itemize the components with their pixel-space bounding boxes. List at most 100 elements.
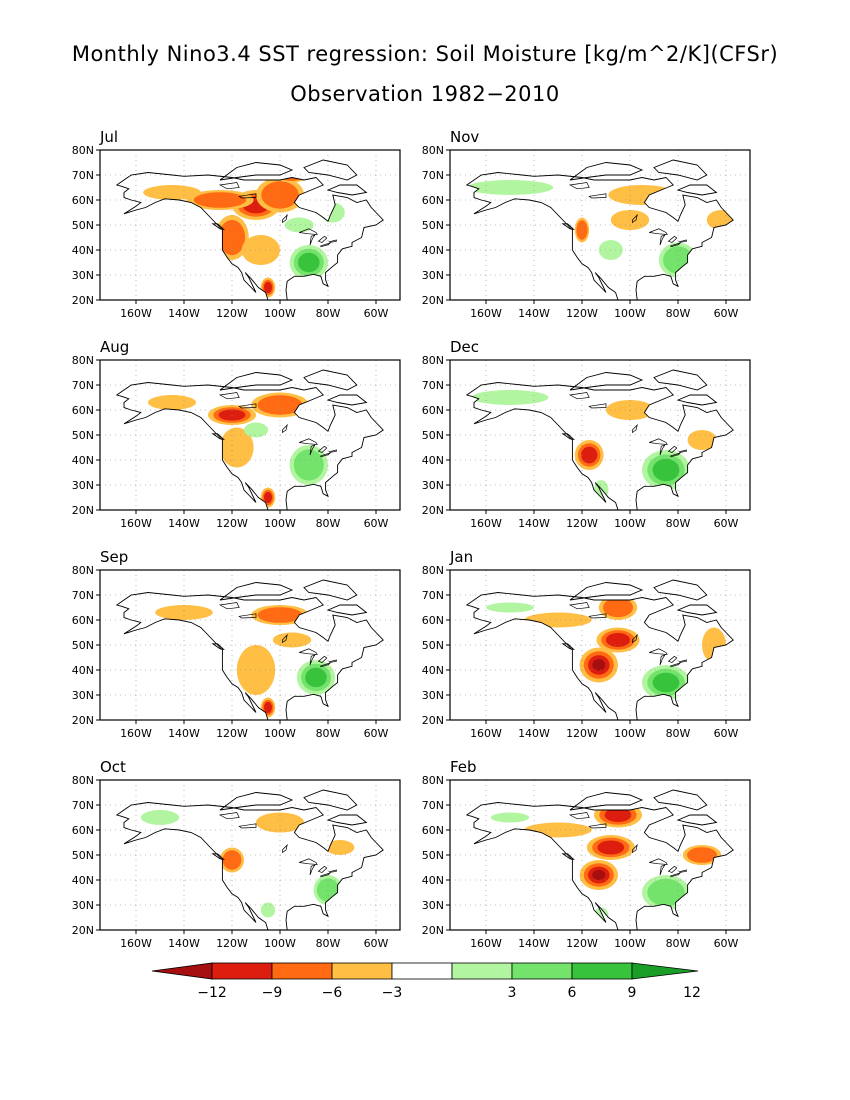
anomaly-region <box>298 252 320 273</box>
panel-month-label: Aug <box>100 338 129 356</box>
colorbar-tick-label: 9 <box>628 985 637 1001</box>
anomaly-region <box>325 840 355 855</box>
lat-tick-label: 50N <box>72 639 94 652</box>
map-area <box>450 150 750 300</box>
lat-tick-label: 70N <box>72 379 94 392</box>
lon-tick-label: 60W <box>714 727 739 740</box>
lat-tick-label: 50N <box>422 639 444 652</box>
shaded-field <box>486 595 726 700</box>
anomaly-region <box>293 449 324 481</box>
panel-month-label: Dec <box>450 338 479 356</box>
lon-tick-label: 80W <box>666 937 691 950</box>
lat-tick-label: 50N <box>422 849 444 862</box>
panel-month-label: Feb <box>450 758 477 776</box>
map-panel-oct: Oct 80N 70N 60N 50N 40N 30N 20N 160W 140W 120W 100W… <box>72 758 401 950</box>
lon-tick-label: 80W <box>316 727 341 740</box>
coastlines <box>115 369 384 510</box>
lon-tick-label: 80W <box>316 307 341 320</box>
colorbar-swatch <box>391 962 453 980</box>
map-gridlines <box>100 150 400 300</box>
lon-tick-label: 80W <box>316 517 341 530</box>
lat-tick-label: 70N <box>72 589 94 602</box>
lon-tick-label: 100W <box>614 727 646 740</box>
lat-tick-label: 80N <box>422 354 444 367</box>
map-panel-feb: Feb 80N 70N 60N 50N 40N 30N 20N 160W 140W 120W 100W… <box>422 758 751 950</box>
colorbar: −12 −9 −6 −3 3 6 9 12 <box>151 962 701 1001</box>
lat-tick-label: 80N <box>72 774 94 787</box>
lat-tick-label: 50N <box>422 429 444 442</box>
lon-tick-label: 120W <box>216 727 248 740</box>
lon-tick-label: 100W <box>614 307 646 320</box>
anomaly-region <box>143 185 201 200</box>
lat-tick-label: 40N <box>422 874 444 887</box>
lat-tick-label: 60N <box>422 824 444 837</box>
colorbar-tick-label: −9 <box>262 985 283 1001</box>
colorbar-swatch <box>571 962 633 980</box>
anomaly-region <box>148 395 196 410</box>
anomaly-region <box>244 422 268 438</box>
coastlines <box>465 579 734 720</box>
lon-tick-label: 120W <box>216 937 248 950</box>
lon-tick-label: 140W <box>518 517 550 530</box>
colorbar-swatch <box>511 962 573 980</box>
anomaly-region <box>597 840 625 855</box>
lat-tick-label: 40N <box>72 874 94 887</box>
anomaly-region <box>256 812 304 833</box>
coastlines <box>465 369 734 510</box>
map-area <box>100 780 400 930</box>
anomaly-region <box>218 219 246 256</box>
lat-tick-label: 30N <box>72 689 94 702</box>
figure-title: Monthly Nino3.4 SST regression: Soil Moi… <box>71 42 779 66</box>
map-area <box>100 360 400 510</box>
lon-tick-label: 160W <box>120 727 152 740</box>
lat-tick-label: 60N <box>72 404 94 417</box>
lat-tick-label: 20N <box>422 924 444 937</box>
lon-tick-label: 140W <box>518 727 550 740</box>
map-gridlines <box>100 780 400 930</box>
lon-tick-label: 120W <box>566 727 598 740</box>
colorbar-tick-label: 6 <box>568 985 577 1001</box>
lon-tick-label: 140W <box>518 307 550 320</box>
lat-tick-label: 20N <box>72 924 94 937</box>
lon-tick-label: 60W <box>714 517 739 530</box>
anomaly-region <box>264 491 272 504</box>
anomaly-region <box>264 701 272 714</box>
lat-tick-label: 20N <box>422 504 444 517</box>
map-panel-aug: Aug 80N 70N 60N 50N 40N 30N 20N 160W 140W 120W 100W… <box>72 338 401 530</box>
map-panels: Jul 80N 70N 60N 50N 40N 30N 20N 160W 140W 120W 100W… <box>72 128 751 950</box>
lon-tick-label: 100W <box>264 727 296 740</box>
lat-tick-label: 30N <box>72 479 94 492</box>
lat-tick-label: 70N <box>422 379 444 392</box>
lon-tick-label: 60W <box>714 937 739 950</box>
map-panel-sep: Sep 80N 70N 60N 50N 40N 30N 20N 160W 140W 120W 100W… <box>72 548 401 740</box>
lon-tick-label: 160W <box>120 517 152 530</box>
anomaly-region <box>155 605 213 620</box>
anomaly-region <box>581 446 598 464</box>
panel-month-label: Sep <box>100 548 128 566</box>
anomaly-region <box>652 458 680 482</box>
anomaly-region <box>284 217 314 233</box>
anomaly-region <box>260 902 276 918</box>
map-panel-nov: Nov 80N 70N 60N 50N 40N 30N 20N 160W 140W 120W 100W… <box>422 128 751 320</box>
lat-tick-label: 20N <box>422 714 444 727</box>
coastlines <box>115 579 384 720</box>
anomaly-region <box>272 632 312 648</box>
anomaly-region <box>220 427 254 468</box>
colorbar-swatch <box>211 962 273 980</box>
lon-tick-label: 120W <box>566 517 598 530</box>
map-panel-jul: Jul 80N 70N 60N 50N 40N 30N 20N 160W 140W 120W 100W… <box>72 128 401 320</box>
lon-tick-label: 80W <box>666 727 691 740</box>
lat-tick-label: 80N <box>422 144 444 157</box>
map-panel-jan: Jan 80N 70N 60N 50N 40N 30N 20N 160W 140W 120W 100W… <box>422 548 751 740</box>
lat-tick-label: 70N <box>72 799 94 812</box>
lat-tick-label: 50N <box>72 849 94 862</box>
anomaly-region <box>603 597 633 618</box>
lat-tick-label: 40N <box>422 454 444 467</box>
panel-month-label: Nov <box>450 128 479 146</box>
lat-tick-label: 40N <box>422 244 444 257</box>
lon-tick-label: 160W <box>470 307 502 320</box>
lat-tick-label: 30N <box>422 269 444 282</box>
lon-tick-label: 60W <box>364 517 389 530</box>
lat-tick-label: 50N <box>72 219 94 232</box>
panel-month-label: Jul <box>99 128 118 146</box>
